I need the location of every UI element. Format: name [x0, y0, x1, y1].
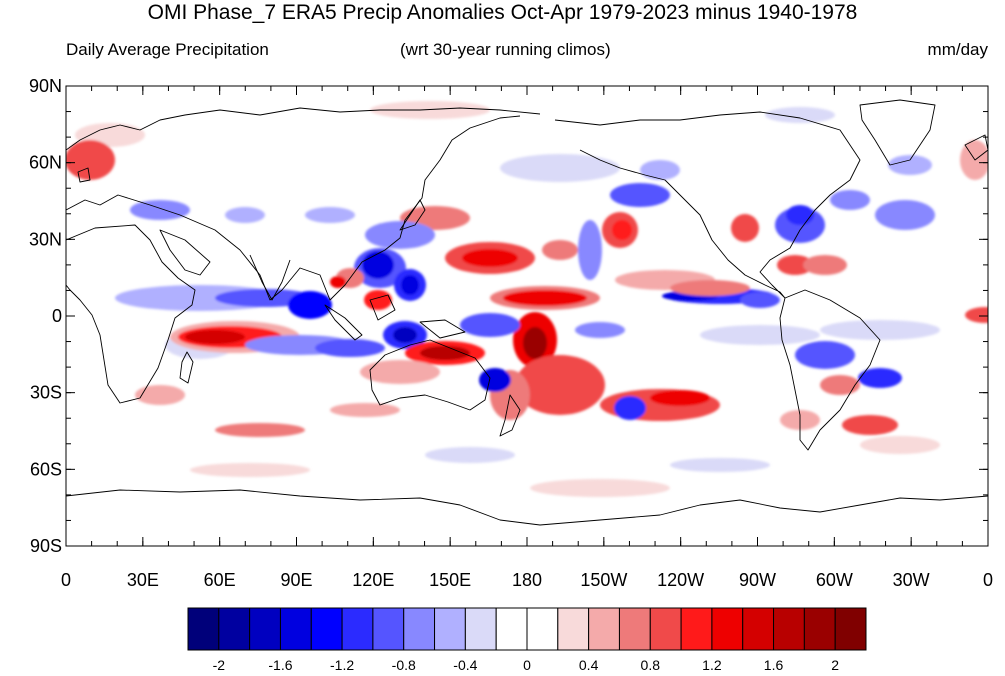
colorbar-tick-label: 0.4 [579, 657, 599, 673]
colorbar-tick-label: 0.8 [641, 657, 661, 673]
colorbar-swatch [742, 607, 775, 651]
lon-label: 30W [893, 570, 930, 590]
lat-label: 30S [30, 383, 62, 403]
lon-label: 30E [127, 570, 159, 590]
lat-label: 0 [52, 306, 62, 326]
colorbar-swatch [434, 607, 466, 651]
colorbar-swatch [834, 607, 867, 651]
colorbar-tick-label: -2 [213, 657, 226, 673]
colorbar-tick-label: -0.4 [453, 657, 477, 673]
lat-label: 90S [30, 536, 62, 556]
colorbar-swatch [588, 607, 620, 651]
colorbar-swatch [403, 607, 436, 651]
colorbar-swatch [341, 607, 374, 651]
lon-label: 120W [657, 570, 704, 590]
lat-label: 60N [29, 153, 62, 173]
coastlines [66, 99, 988, 526]
colorbar-tick-label: 2 [831, 657, 839, 673]
lat-label: 30N [29, 229, 62, 249]
colorbar-tick-label: 1.2 [702, 657, 722, 673]
colorbar-swatch [803, 607, 836, 651]
colorbar: -2 -1.6 -1.2 -0.8 -0.4 0 0.4 0.8 1.2 1.6 2 [187, 607, 867, 673]
colorbar-swatch [649, 607, 682, 651]
colorbar-swatch [526, 607, 559, 651]
anomaly-field [66, 86, 988, 546]
lon-label: 150W [580, 570, 627, 590]
lon-label: 60W [816, 570, 853, 590]
latitude-ticks: 90N 60N 30N 0 30S 60S 90S [29, 76, 988, 556]
colorbar-tick-label: 0 [523, 657, 531, 673]
lat-label: 90N [29, 76, 62, 96]
subtitle-center: (wrt 30-year running climos) [400, 40, 611, 59]
map-title: OMI Phase_7 ERA5 Precip Anomalies Oct-Ap… [147, 1, 858, 24]
colorbar-swatch [618, 607, 651, 651]
colorbar-swatch [187, 607, 220, 651]
colorbar-swatch [711, 607, 744, 651]
colorbar-swatch [773, 607, 805, 651]
lon-label: 0 [983, 570, 993, 590]
lon-label: 0 [61, 570, 71, 590]
colorbar-swatch [557, 607, 590, 651]
lon-label: 90W [739, 570, 776, 590]
colorbar-swatch [680, 607, 713, 651]
colorbar-swatch [464, 607, 497, 651]
colorbar-tick-label: -0.8 [392, 657, 416, 673]
colorbar-swatch [372, 607, 405, 651]
lat-label: 60S [30, 459, 62, 479]
colorbar-swatch [310, 607, 343, 651]
subtitle-left: Daily Average Precipitation [66, 40, 269, 59]
lon-label: 90E [280, 570, 312, 590]
subtitle-units: mm/day [927, 40, 988, 59]
colorbar-tick-label: 1.6 [764, 657, 784, 673]
lon-label: 150E [429, 570, 471, 590]
colorbar-swatch [249, 607, 281, 651]
lon-label: 180 [512, 570, 542, 590]
colorbar-tick-label: -1.2 [330, 657, 354, 673]
lon-label: 120E [352, 570, 394, 590]
colorbar-swatch [495, 607, 528, 651]
longitude-ticks: 0 30E 60E 90E 120E 150E 180 150W 120W 90W 60W 30W 0 [61, 86, 993, 590]
colorbar-swatch [279, 607, 312, 651]
colorbar-tick-label: -1.6 [268, 657, 292, 673]
colorbar-swatch [218, 607, 251, 651]
anomaly-light-red-patch [530, 479, 670, 497]
lon-label: 60E [204, 570, 236, 590]
